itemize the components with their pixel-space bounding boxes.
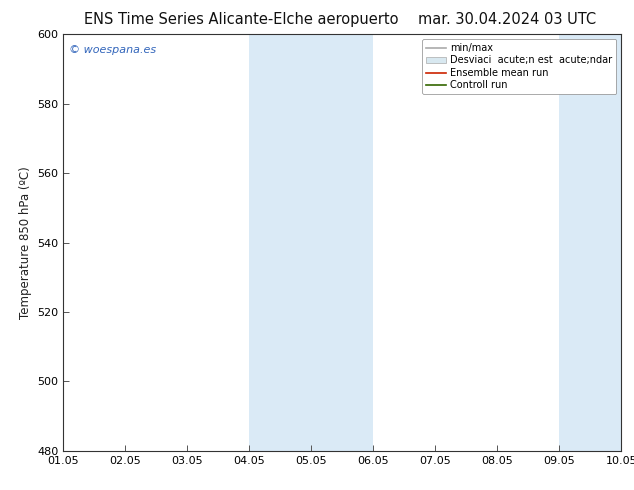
Bar — [249, 34, 373, 451]
Text: mar. 30.04.2024 03 UTC: mar. 30.04.2024 03 UTC — [418, 12, 596, 27]
Text: © woespana.es: © woespana.es — [69, 45, 156, 55]
Bar — [559, 34, 621, 451]
Y-axis label: Temperature 850 hPa (ºC): Temperature 850 hPa (ºC) — [19, 166, 32, 319]
Legend: min/max, Desviaci  acute;n est  acute;ndar, Ensemble mean run, Controll run: min/max, Desviaci acute;n est acute;ndar… — [422, 39, 616, 94]
Text: ENS Time Series Alicante-Elche aeropuerto: ENS Time Series Alicante-Elche aeropuert… — [84, 12, 398, 27]
